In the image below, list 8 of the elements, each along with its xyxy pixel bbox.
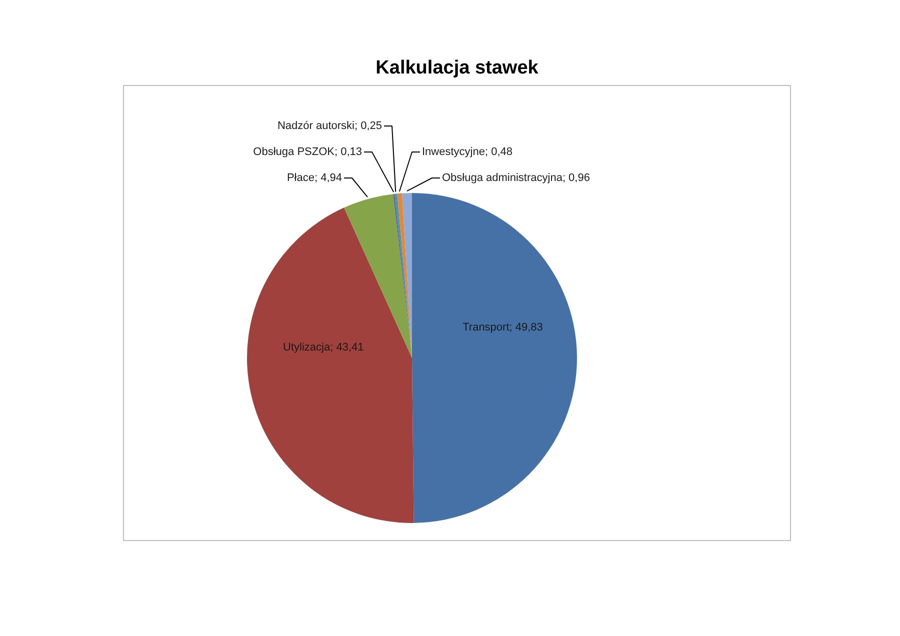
slice-label: Obsługa administracyjna; 0,96	[442, 172, 590, 184]
slice-label: Transport; 49,83	[462, 322, 543, 334]
slice-label: Utylizacja; 43,41	[283, 342, 364, 354]
slice-label: Inwestycyjne; 0,48	[422, 146, 512, 158]
slice-label: Obsługa PSZOK; 0,13	[253, 146, 362, 158]
slice-label: Płace; 4,94	[286, 172, 342, 184]
slice-label: Nadzór autorski; 0,25	[277, 120, 382, 132]
chart-title: Kalkulacja stawek	[376, 58, 539, 78]
